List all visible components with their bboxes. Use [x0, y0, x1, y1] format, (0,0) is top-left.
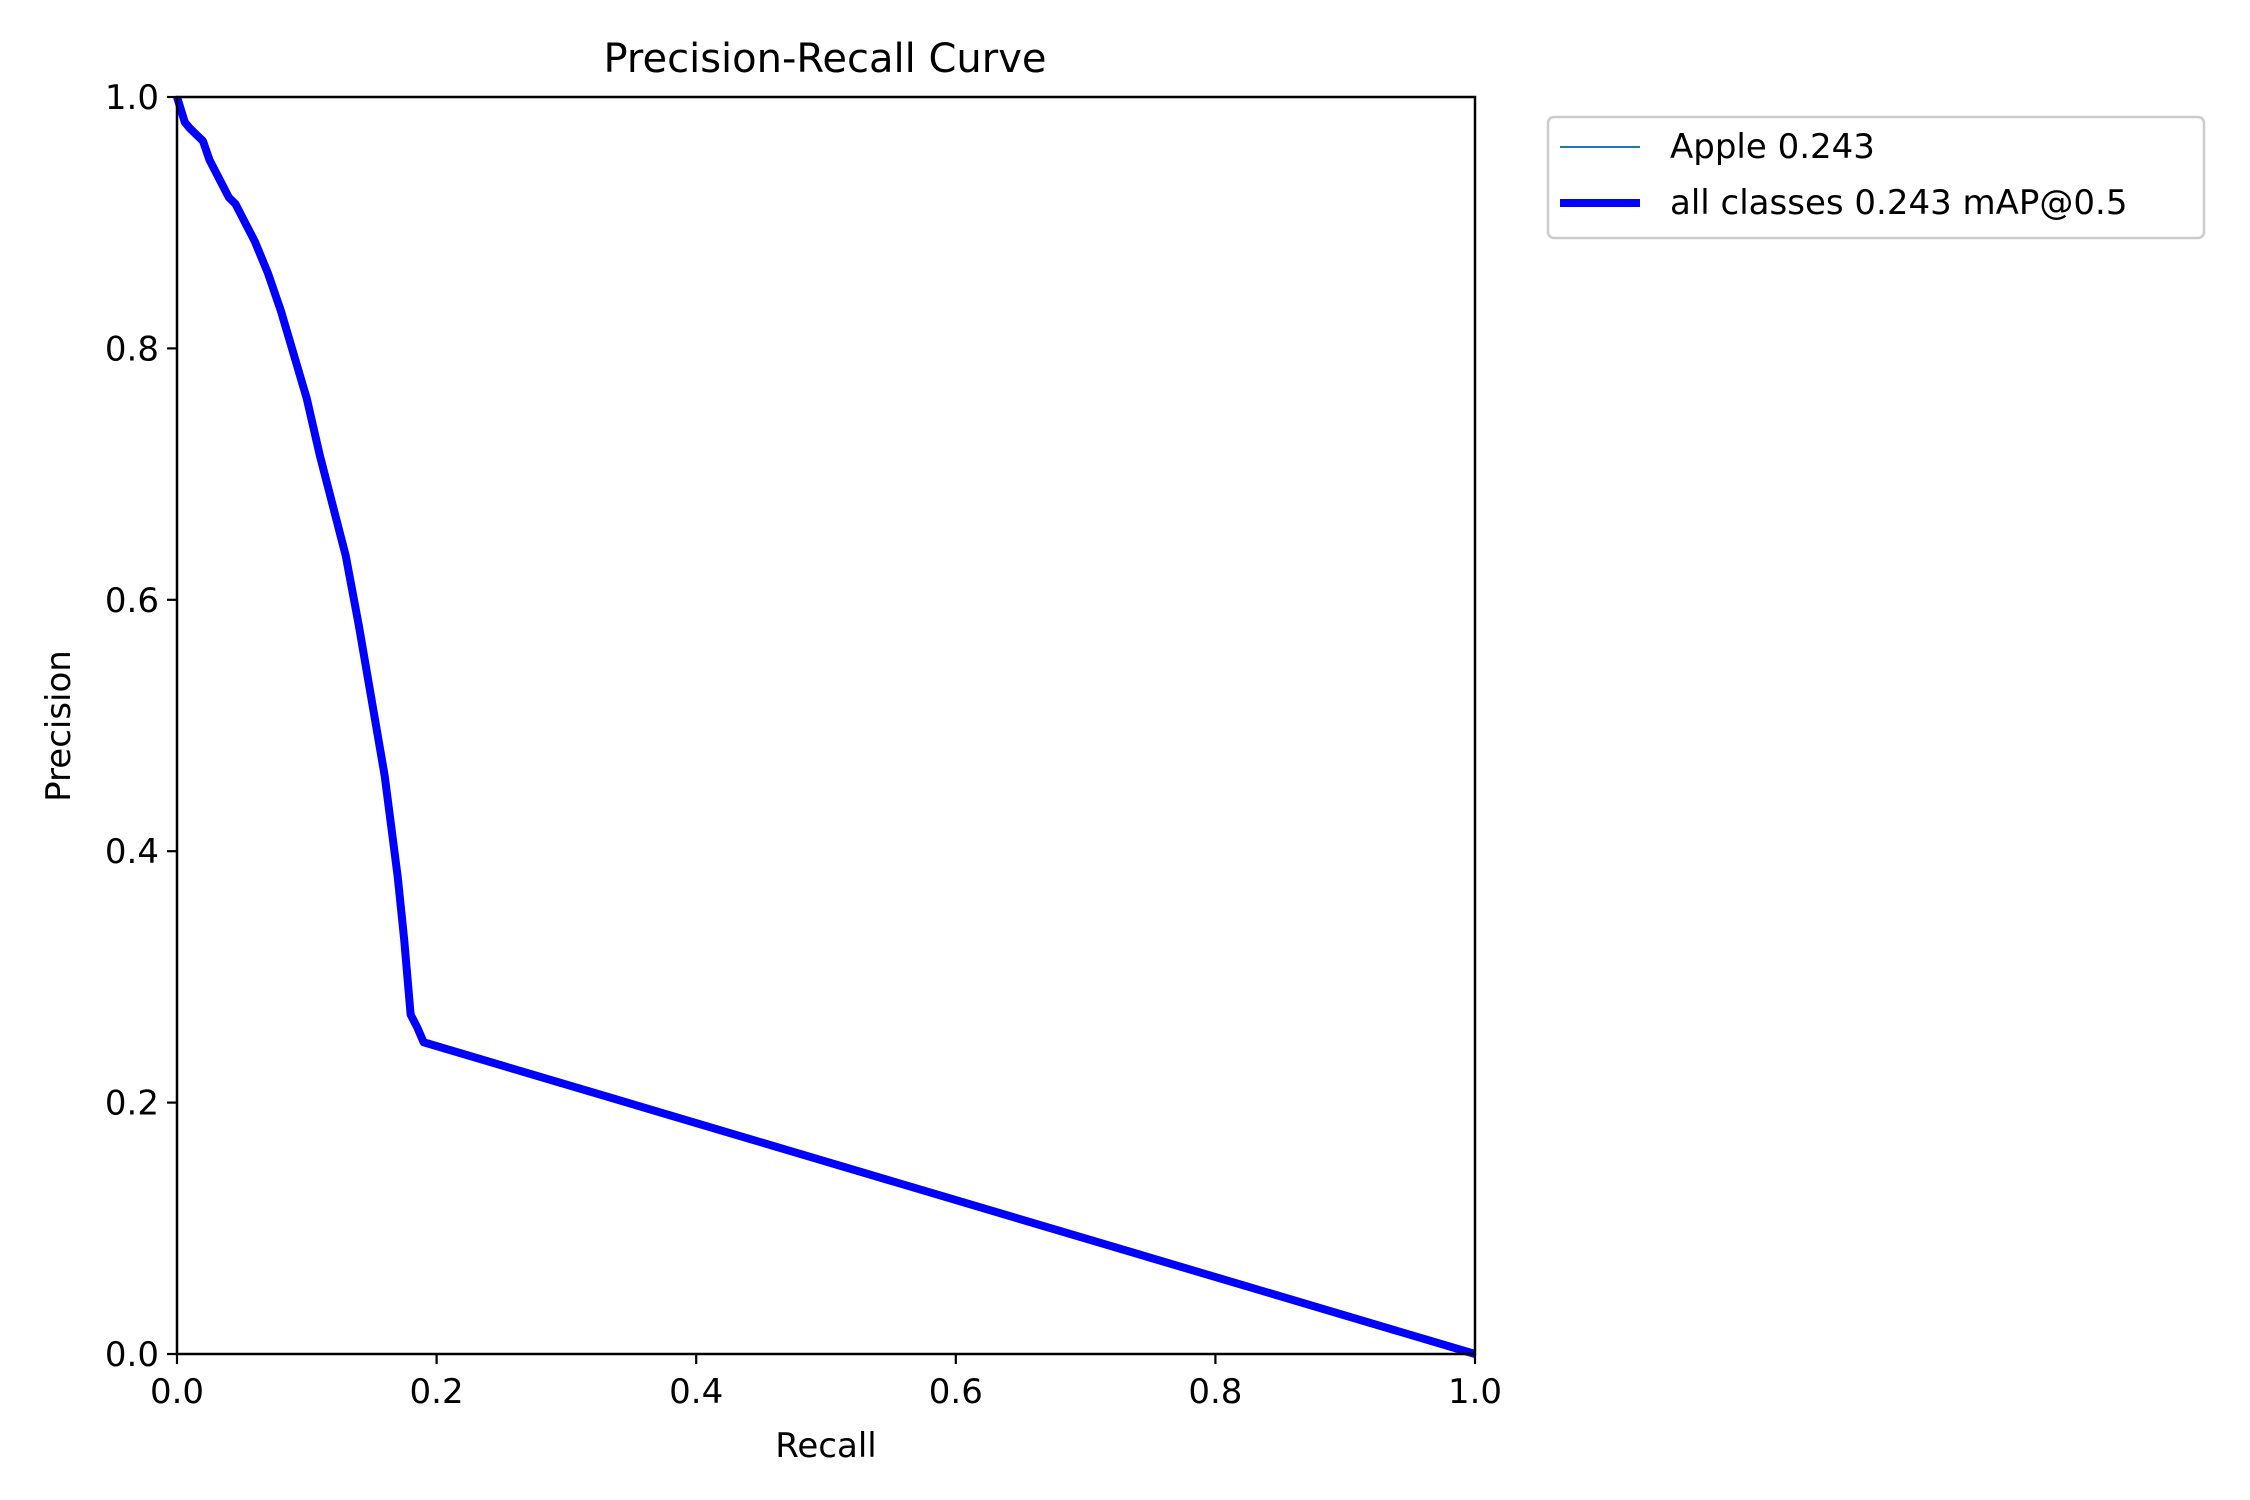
y-axis-label: Precision [39, 650, 79, 802]
x-tick-label: 0.8 [1188, 1372, 1242, 1412]
y-tick-label: 0.6 [105, 581, 159, 621]
y-axis: 0.0 0.2 0.4 0.6 0.8 1.0 [105, 78, 177, 1375]
plot-frame [175, 95, 1477, 1356]
x-axis: 0.0 0.2 0.4 0.6 0.8 1.0 [150, 1354, 1502, 1412]
y-tick-label: 0.8 [105, 329, 159, 369]
legend-frame [1546, 115, 2206, 240]
x-tick-label: 1.0 [1448, 1372, 1502, 1412]
y-tick-label: 0.4 [105, 832, 159, 872]
legend-label-apple: Apple 0.243 [1670, 127, 1875, 167]
x-tick-label: 0.0 [150, 1372, 204, 1412]
y-tick-label: 0.0 [105, 1335, 159, 1375]
y-tick-label: 1.0 [105, 78, 159, 118]
series-line-all-classes [173, 95, 1477, 1358]
x-tick-label: 0.6 [929, 1372, 983, 1412]
chart-title: Precision-Recall Curve [604, 36, 1047, 82]
x-axis-label: Recall [775, 1426, 876, 1466]
x-tick-label: 0.4 [669, 1372, 723, 1412]
y-tick-label: 0.2 [105, 1084, 159, 1124]
x-tick-label: 0.2 [410, 1372, 464, 1412]
legend: Apple 0.243 all classes 0.243 mAP@0.5 [1546, 115, 2206, 240]
plot-area [173, 95, 1477, 1358]
legend-label-all-classes: all classes 0.243 mAP@0.5 [1670, 183, 2127, 223]
